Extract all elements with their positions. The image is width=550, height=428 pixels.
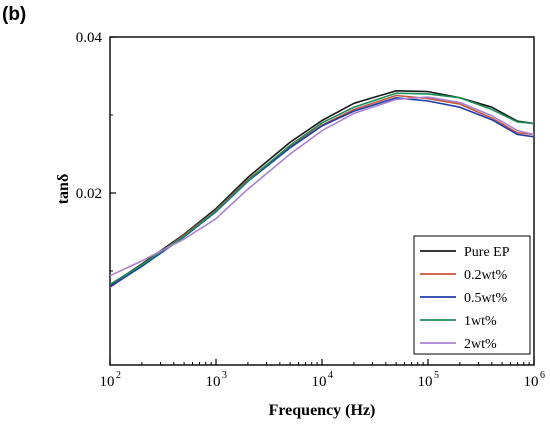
y-tick-label: 0.02 bbox=[76, 186, 102, 202]
legend-label: 1wt% bbox=[464, 314, 497, 329]
x-tick-label: 10 4 bbox=[312, 370, 334, 390]
x-tick-exp: 4 bbox=[328, 370, 333, 381]
y-tick-label: 0.04 bbox=[76, 30, 103, 46]
x-tick-label: 10 3 bbox=[206, 370, 228, 390]
x-tick-label: 10 5 bbox=[418, 370, 440, 390]
x-tick-label: 10 2 bbox=[100, 370, 122, 390]
x-tick-exp: 6 bbox=[540, 370, 545, 381]
x-tick-base: 10 bbox=[418, 374, 433, 390]
x-tick-exp: 5 bbox=[434, 370, 439, 381]
panel-label: (b) bbox=[2, 4, 26, 25]
x-tick-exp: 2 bbox=[116, 370, 121, 381]
y-axis-label: tanδ bbox=[55, 174, 72, 205]
series-lines bbox=[109, 90, 535, 289]
x-axis-label: Frequency (Hz) bbox=[269, 402, 376, 419]
x-axis: 10 2 10 3 10 4 10 5 10 6 bbox=[100, 359, 546, 390]
x-tick-base: 10 bbox=[312, 374, 327, 390]
legend-label: 0.5wt% bbox=[464, 291, 508, 306]
legend-label: 0.2wt% bbox=[464, 268, 508, 283]
legend: Pure EP 0.2wt% 0.5wt% 1wt% 2wt% bbox=[413, 235, 531, 355]
legend-label: 2wt% bbox=[464, 337, 497, 352]
x-tick-base: 10 bbox=[206, 374, 221, 390]
x-tick-base: 10 bbox=[100, 374, 115, 390]
series-line bbox=[109, 96, 535, 277]
y-axis: 0.02 0.04 bbox=[76, 30, 116, 272]
x-tick-exp: 3 bbox=[222, 370, 227, 381]
series-line bbox=[109, 92, 535, 285]
x-tick-label: 10 6 bbox=[524, 370, 546, 390]
legend-label: Pure EP bbox=[464, 245, 510, 260]
x-tick-base: 10 bbox=[524, 374, 539, 390]
legend-box bbox=[413, 235, 531, 355]
